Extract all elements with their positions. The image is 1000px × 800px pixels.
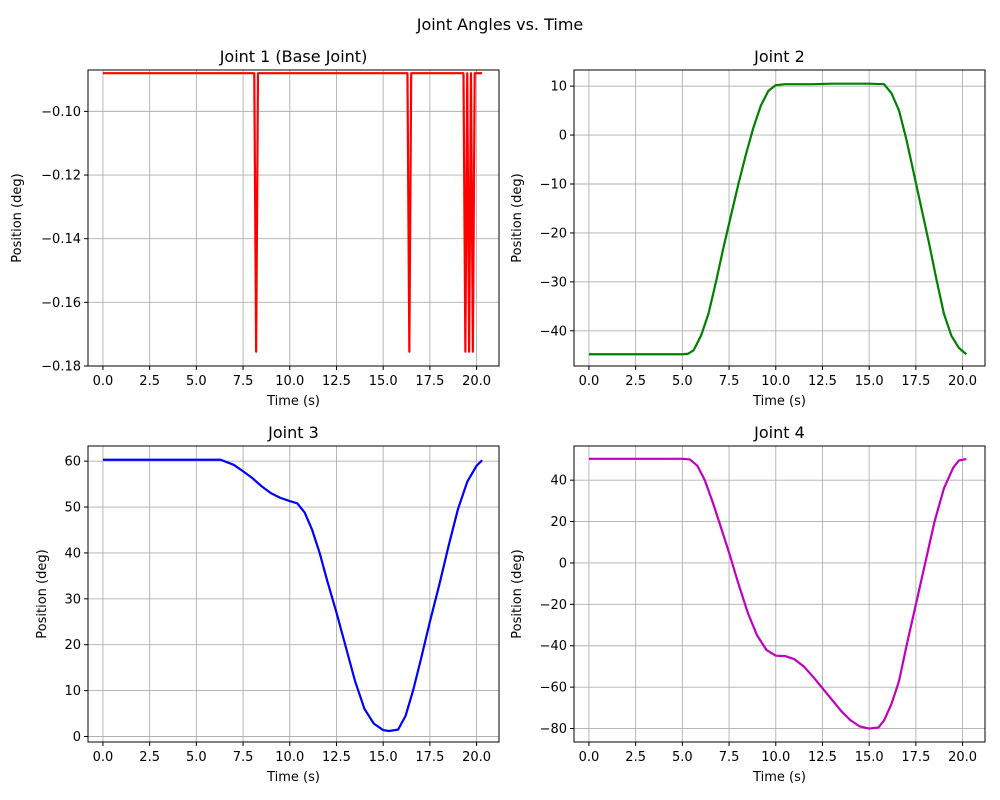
x-axis-label: Time (s) — [266, 770, 320, 785]
x-axis-label: Time (s) — [266, 394, 320, 409]
y-tick-label: 20 — [550, 515, 567, 530]
x-axis-label: Time (s) — [752, 394, 806, 409]
x-tick-label: 15.0 — [369, 750, 398, 765]
subplot-title: Joint 1 (Base Joint) — [219, 47, 368, 66]
x-tick-label: 2.5 — [625, 374, 646, 389]
y-tick-label: −0.12 — [41, 169, 81, 184]
y-tick-label: −0.14 — [41, 232, 81, 247]
x-tick-label: 5.0 — [672, 374, 693, 389]
y-tick-label: 0 — [559, 129, 567, 144]
y-tick-label: −40 — [540, 639, 567, 654]
y-axis-label: Position (deg) — [35, 549, 50, 638]
series-line — [102, 458, 483, 733]
x-tick-label: 12.5 — [322, 374, 351, 389]
x-tick-label: 17.5 — [901, 374, 930, 389]
x-tick-label: 12.5 — [808, 374, 837, 389]
x-tick-label: 15.0 — [369, 374, 398, 389]
x-tick-label: 17.5 — [415, 374, 444, 389]
x-tick-label: 7.5 — [719, 750, 740, 765]
y-tick-label: 30 — [64, 592, 81, 607]
y-axis-label: Position (deg) — [510, 549, 525, 638]
y-tick-label: −0.16 — [41, 296, 81, 311]
x-tick-label: 7.5 — [233, 374, 254, 389]
y-tick-label: −40 — [540, 324, 567, 339]
subplot-title: Joint 4 — [753, 423, 805, 442]
x-tick-label: 20.0 — [948, 750, 977, 765]
x-tick-label: 15.0 — [855, 374, 884, 389]
plot-frame — [573, 445, 986, 743]
x-tick-label: 12.5 — [808, 750, 837, 765]
plot-frame — [573, 69, 986, 367]
series-line — [588, 82, 968, 356]
x-tick-label: 2.5 — [139, 374, 160, 389]
x-tick-label: 7.5 — [233, 750, 254, 765]
y-tick-label: 60 — [64, 455, 81, 470]
x-tick-label: 10.0 — [275, 374, 304, 389]
y-tick-label: −60 — [540, 681, 567, 696]
x-tick-label: 2.5 — [139, 750, 160, 765]
x-tick-label: 10.0 — [275, 750, 304, 765]
y-tick-label: 0 — [73, 730, 81, 745]
y-tick-label: 20 — [64, 638, 81, 653]
x-tick-label: 2.5 — [625, 750, 646, 765]
x-tick-label: 10.0 — [761, 750, 790, 765]
x-tick-label: 17.5 — [901, 750, 930, 765]
x-tick-label: 5.0 — [186, 374, 207, 389]
x-tick-label: 7.5 — [719, 374, 740, 389]
x-tick-label: 10.0 — [761, 374, 790, 389]
x-tick-label: 5.0 — [672, 750, 693, 765]
plot-frame — [87, 445, 500, 743]
x-tick-label: 15.0 — [855, 750, 884, 765]
x-axis-label: Time (s) — [752, 770, 806, 785]
x-tick-label: 0.0 — [579, 750, 600, 765]
x-tick-label: 17.5 — [415, 750, 444, 765]
x-tick-label: 0.0 — [93, 750, 114, 765]
x-tick-label: 0.0 — [93, 374, 114, 389]
y-tick-label: −10 — [540, 177, 567, 192]
subplot-title: Joint 3 — [267, 423, 319, 442]
plot-frame — [87, 69, 500, 367]
subplot-title: Joint 2 — [753, 47, 805, 66]
y-tick-label: 0 — [559, 556, 567, 571]
figure-title: Joint Angles vs. Time — [416, 15, 584, 34]
x-tick-label: 5.0 — [186, 750, 207, 765]
y-tick-label: −80 — [540, 722, 567, 737]
y-tick-label: 40 — [550, 474, 567, 489]
y-axis-label: Position (deg) — [510, 173, 525, 262]
x-tick-label: 20.0 — [462, 374, 491, 389]
y-tick-label: 50 — [64, 501, 81, 516]
y-tick-label: −0.18 — [41, 360, 81, 375]
subplot-2: 0.0 2.5 5.0 7.5 10.0 12.5 15.0 17.5 20.0 −40 −30 −2… — [510, 47, 986, 409]
x-tick-label: 20.0 — [462, 750, 491, 765]
subplot-1: 0.0 2.5 5.0 7.5 10.0 12.5 15.0 17.5 20.0 −0.18 −0.… — [10, 47, 500, 409]
y-tick-label: −30 — [540, 275, 567, 290]
y-tick-label: −0.10 — [41, 105, 81, 120]
y-tick-label: 10 — [550, 80, 567, 95]
x-tick-label: 20.0 — [948, 374, 977, 389]
y-tick-label: −20 — [540, 598, 567, 613]
y-tick-label: 40 — [64, 546, 81, 561]
series-line — [102, 72, 483, 353]
x-tick-label: 0.0 — [579, 374, 600, 389]
series-line — [588, 457, 967, 730]
subplot-3: 0.0 2.5 5.0 7.5 10.0 12.5 15.0 17.5 20.0 0 10 20 30 4… — [35, 423, 500, 785]
y-axis-label: Position (deg) — [10, 173, 25, 262]
x-tick-label: 12.5 — [322, 750, 351, 765]
y-tick-label: −20 — [540, 226, 567, 241]
y-tick-label: 10 — [64, 684, 81, 699]
subplot-4: 0.0 2.5 5.0 7.5 10.0 12.5 15.0 17.5 20.0 −80 −60 −4… — [510, 423, 986, 785]
